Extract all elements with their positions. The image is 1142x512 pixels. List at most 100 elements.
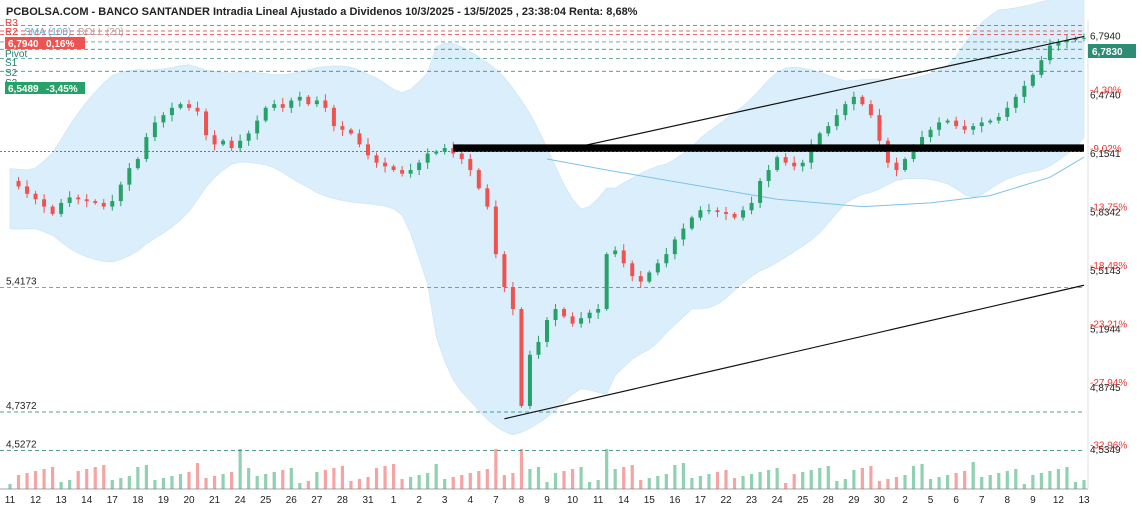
candle-body <box>920 137 925 149</box>
candle <box>826 122 831 137</box>
candle-body <box>604 254 609 310</box>
x-tick-label: 25 <box>797 495 809 506</box>
volume-bar <box>1039 473 1043 489</box>
candle <box>536 335 541 359</box>
volume-bar <box>1082 480 1086 489</box>
candle-body <box>204 111 209 136</box>
candle <box>510 281 515 316</box>
bollinger-area <box>9 0 1085 436</box>
volume-bar <box>656 476 660 489</box>
volume-bar <box>502 475 506 489</box>
candle <box>144 133 149 162</box>
candle <box>647 270 652 284</box>
y-tick-label: 4,5349 <box>1090 445 1121 456</box>
volume-bar <box>230 472 234 489</box>
trend-line <box>580 35 1085 147</box>
candle <box>894 157 899 177</box>
candle <box>706 204 711 215</box>
volume-bar <box>323 470 327 489</box>
volume-bar <box>187 472 191 489</box>
candle-body <box>672 239 677 255</box>
candle <box>732 212 737 220</box>
volume-bar <box>545 482 549 489</box>
candle-body <box>741 210 746 218</box>
candle <box>357 129 362 148</box>
candle-body <box>911 148 916 160</box>
legend-s2: S2 <box>5 68 18 79</box>
volume-bar <box>562 471 566 489</box>
candle-body <box>553 309 558 320</box>
candle-body <box>152 122 157 138</box>
candle-body <box>289 100 294 108</box>
candle-body <box>331 107 336 127</box>
candle <box>621 244 626 268</box>
candle-body <box>408 170 413 174</box>
x-tick-label: 20 <box>183 495 195 506</box>
candle-body <box>400 170 405 174</box>
volume-bar <box>775 468 779 489</box>
candle <box>809 139 814 169</box>
x-tick-label: 17 <box>695 495 707 506</box>
volume-bar <box>289 468 293 489</box>
volume-bar <box>511 473 515 489</box>
volume-bar <box>443 479 447 489</box>
x-tick-label: 13 <box>56 495 68 506</box>
candle-body <box>988 120 993 123</box>
x-tick-label: 15 <box>644 495 656 506</box>
volume-bar <box>434 464 438 489</box>
candle <box>689 215 694 231</box>
y-tick-label: 5,5143 <box>1090 266 1121 277</box>
candle <box>485 184 490 210</box>
volume-bar <box>264 474 268 489</box>
x-tick-label: 9 <box>1030 495 1036 506</box>
volume-bar <box>178 474 183 489</box>
candle-body <box>442 148 447 152</box>
candle <box>587 309 592 324</box>
candle <box>67 191 72 207</box>
candle <box>391 164 396 172</box>
volume-bar <box>698 476 703 489</box>
axes: 11 12 13 14 17 18 19 20 21 24 25 26 27 28 31 1 2 3 4 7 8 9 10 1… <box>0 20 1127 506</box>
volume-bar <box>1005 471 1009 489</box>
candle-body <box>272 104 277 108</box>
x-tick-label: 1 <box>391 495 397 506</box>
candle-body <box>417 162 422 170</box>
candle-body <box>1056 41 1061 46</box>
candle <box>937 117 942 136</box>
volume-bar <box>59 482 63 489</box>
sma-line <box>546 156 1085 208</box>
candle <box>1022 80 1027 104</box>
volume-bar <box>102 465 106 489</box>
volume-bar <box>997 473 1001 489</box>
volume-bar <box>869 466 873 489</box>
candle <box>766 164 771 188</box>
candle <box>25 180 30 198</box>
volume-bar <box>281 470 285 489</box>
candle <box>945 118 950 125</box>
candle <box>843 101 848 121</box>
candle-body <box>792 162 797 167</box>
volume-bar <box>400 479 404 489</box>
candle-body <box>979 122 984 127</box>
volume-bar <box>460 475 464 489</box>
candle-body <box>903 159 907 170</box>
x-tick-label: 31 <box>362 495 374 506</box>
candle-body <box>775 157 780 170</box>
candle-body <box>536 341 541 355</box>
x-tick-label: 24 <box>772 495 784 506</box>
last-price-tag: 6,7830 <box>1092 47 1123 58</box>
candle-body <box>391 166 396 170</box>
candle <box>928 126 933 143</box>
volume-bar <box>1073 482 1078 489</box>
candle-body <box>1082 37 1086 39</box>
candle-body <box>596 309 601 313</box>
level-label: 4,5272 <box>6 439 37 450</box>
candle-body <box>749 202 754 211</box>
volume-bar <box>340 466 345 489</box>
volume-bar <box>690 478 694 489</box>
volume-bar <box>724 470 728 489</box>
x-tick-label: 3 <box>442 495 448 506</box>
candle <box>178 102 183 110</box>
volume-bar <box>1022 484 1026 489</box>
